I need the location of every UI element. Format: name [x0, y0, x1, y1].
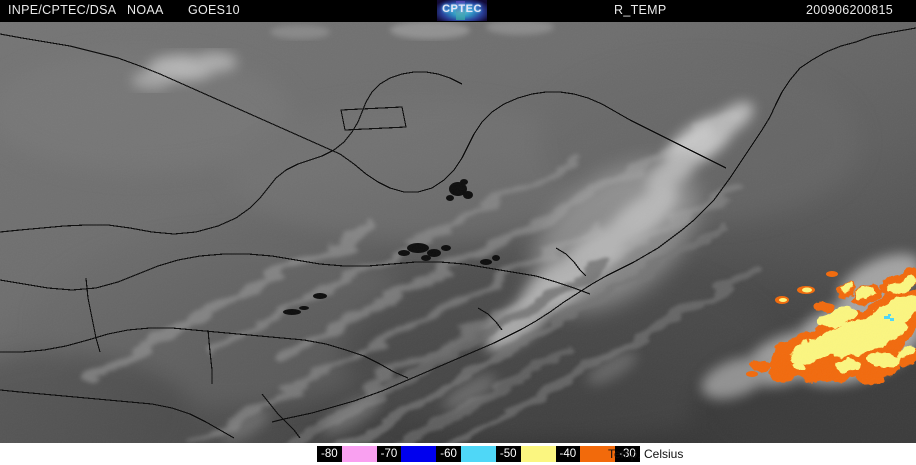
satellite-image-canvas	[0, 22, 916, 443]
cptec-logo-text: CPTEC	[442, 3, 482, 15]
ir-sensor-noise	[0, 22, 916, 443]
legend-bar-container: -80 -70 -60 -50 -40 -30 Temp. Celsius	[0, 443, 916, 465]
cptec-logo-icon: CPTEC	[437, 0, 487, 21]
legend-swatch-orange	[580, 446, 616, 462]
legend-tick-label: -70	[376, 446, 402, 462]
header-timestamp-label: 200906200815	[806, 3, 894, 17]
legend-tick-label: -60	[436, 446, 461, 462]
legend-swatch-yellow	[520, 446, 556, 462]
header-product-label: R_TEMP	[614, 3, 667, 17]
legend-tick-label: -30	[615, 446, 640, 462]
satellite-image-svg	[0, 22, 916, 443]
temperature-color-scale: -80 -70 -60 -50 -40 -30	[317, 446, 640, 462]
legend-swatch-blue	[401, 446, 437, 462]
legend-swatch-cyan	[460, 446, 496, 462]
header-satellite-label: GOES10	[188, 3, 240, 17]
header-network-label: NOAA	[127, 3, 164, 17]
header-agency-label: INPE/CPTEC/DSA	[8, 3, 117, 17]
logo-accent-bar	[456, 1, 465, 20]
legend-units-label: Temp. Celsius	[608, 447, 684, 461]
legend-tick-label: -40	[555, 446, 581, 462]
legend-swatch-pink	[341, 446, 377, 462]
legend-tick-label: -50	[495, 446, 521, 462]
legend-tick-label: -80	[317, 446, 342, 462]
header-bar: INPE/CPTEC/DSA NOAA GOES10 R_TEMP 200906…	[0, 0, 916, 22]
